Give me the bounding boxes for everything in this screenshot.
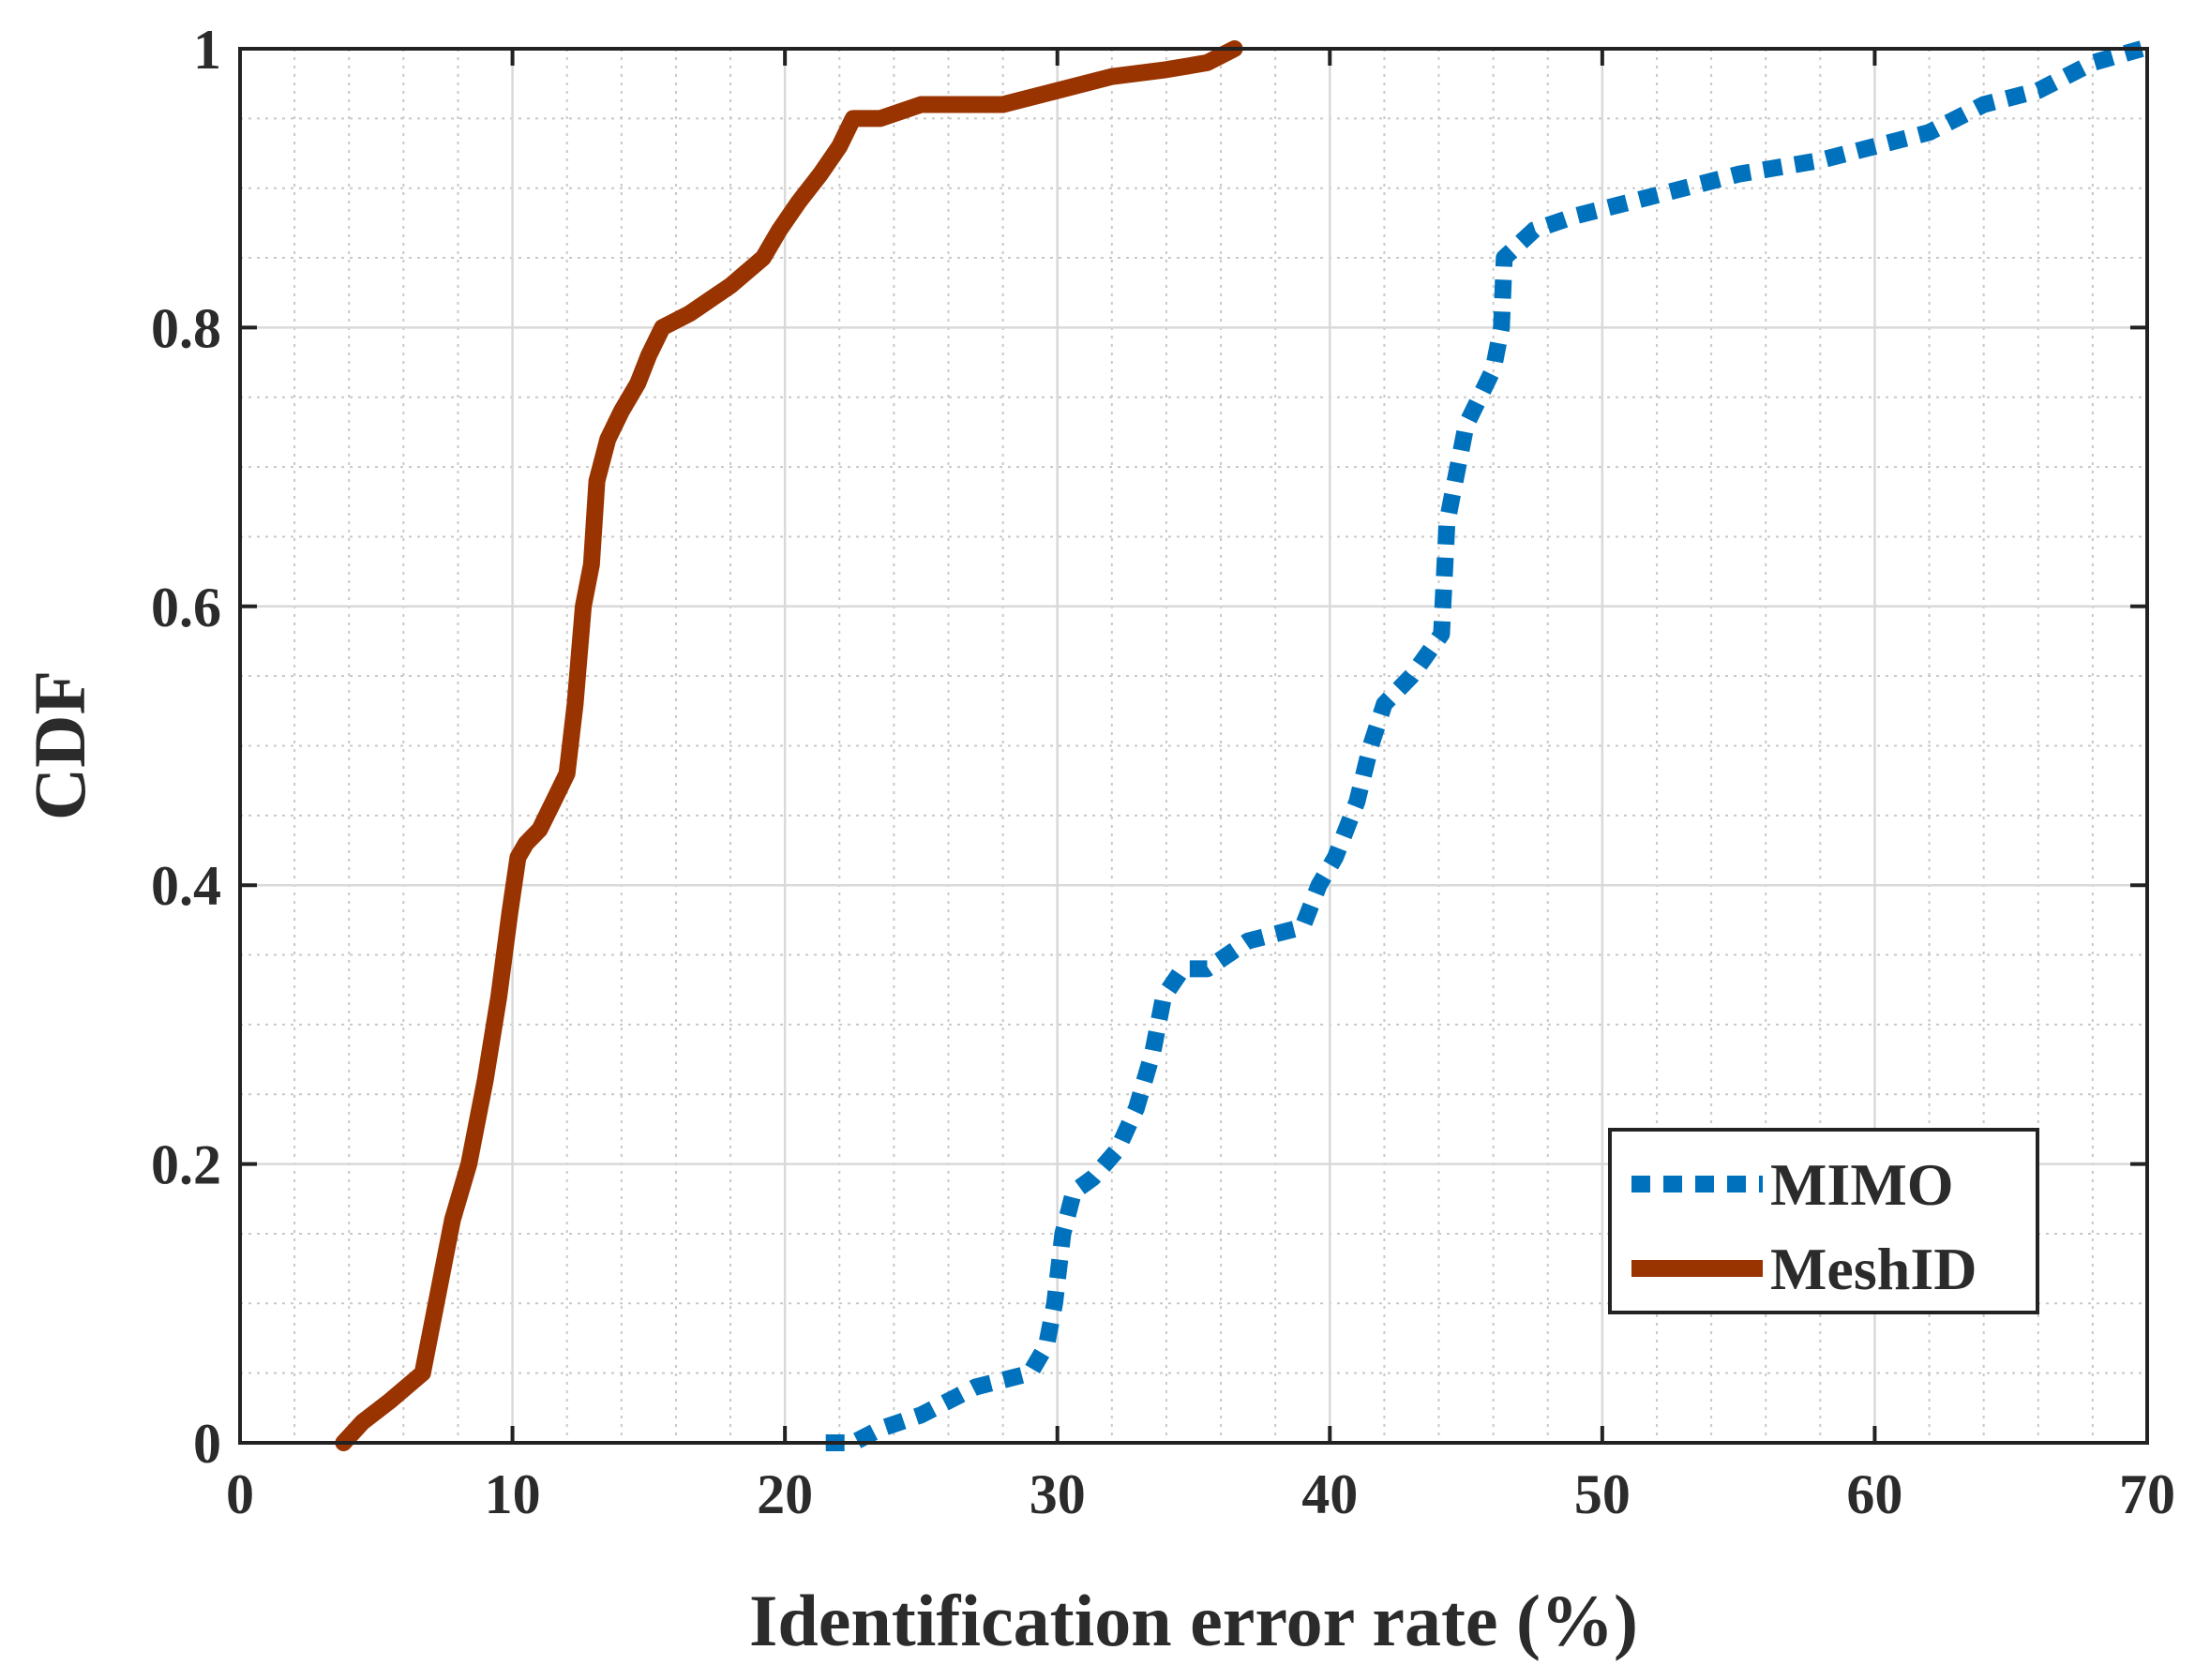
y-tick-label: 0.6 [151,577,221,638]
plot-frame [238,47,2149,1445]
series-layer [335,40,2144,1451]
legend-label-meshid: MeshID [1770,1236,1977,1302]
y-tick-label: 1 [193,19,221,81]
x-tick-label: 40 [1301,1463,1358,1525]
y-tick-labels: 0 0.2 0.4 0.6 0.8 1 [151,19,221,1475]
legend-label-mimo: MIMO [1770,1151,1954,1218]
x-tick-label: 10 [485,1463,541,1525]
x-tick-label: 30 [1030,1463,1086,1525]
y-tick-label: 0.8 [151,297,221,359]
x-tick-label: 0 [226,1463,254,1525]
x-tick-label: 20 [757,1463,813,1525]
y-tick-label: 0 [193,1413,221,1475]
axis-ticks [238,47,2149,1445]
x-tick-label: 50 [1574,1463,1631,1525]
x-tick-labels: 0 10 20 30 40 50 60 70 [226,1463,2175,1525]
legend: MIMO MeshID [1608,1128,2039,1314]
major-grid [240,49,2147,1443]
x-tick-label: 60 [1846,1463,1902,1525]
series-line-mimo [825,40,2144,1451]
series-line-meshid [335,40,1243,1451]
legend-box [1608,1128,2039,1314]
y-tick-label: 0.2 [151,1134,221,1196]
y-tick-label: 0.4 [151,855,221,917]
x-axis-title: Identification error rate (%) [749,1580,1638,1661]
y-axis-title: CDF [19,670,100,820]
x-tick-label: 70 [2119,1463,2175,1525]
